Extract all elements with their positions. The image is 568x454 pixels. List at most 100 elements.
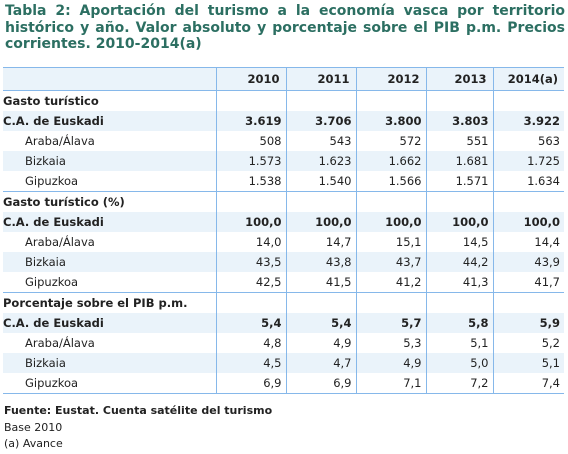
column-header: 2011 — [285, 67, 356, 91]
value-cell: 3.800 — [355, 111, 426, 131]
row-label: Gipuzkoa — [3, 373, 216, 394]
value-cell: 563 — [492, 131, 564, 151]
value-cell: 14,5 — [425, 232, 493, 252]
value-cell: 1.725 — [492, 151, 564, 171]
value-cell: 1.681 — [425, 151, 493, 171]
section-heading-row: Gasto turístico (%) — [3, 191, 564, 212]
value-cell: 5,4 — [215, 313, 286, 333]
value-cell: 43,9 — [492, 252, 564, 272]
value-cell: 5,4 — [285, 313, 356, 333]
value-cell: 5,7 — [355, 313, 426, 333]
value-cell: 42,5 — [215, 272, 286, 293]
row-label: Gipuzkoa — [3, 171, 216, 192]
column-header: 2010 — [215, 67, 286, 91]
total-row: C.A. de Euskadi 5,4 5,4 5,7 5,8 5,9 — [3, 313, 564, 333]
value-cell: 44,2 — [425, 252, 493, 272]
value-cell: 4,9 — [355, 353, 426, 373]
value-cell: 3.803 — [425, 111, 493, 131]
table-body: Gasto turístico C.A. de Euskadi 3.619 3.706… — [3, 90, 564, 394]
table-row: Bizkaia 43,5 43,8 43,7 44,2 43,9 — [3, 252, 564, 272]
value-cell: 5,1 — [492, 353, 564, 373]
source-note: Fuente: Eustat. Cuenta satélite del turi… — [4, 404, 273, 417]
row-label: Bizkaia — [3, 252, 216, 272]
row-label: C.A. de Euskadi — [3, 111, 216, 131]
row-label: C.A. de Euskadi — [3, 212, 216, 232]
value-cell: 14,0 — [215, 232, 286, 252]
value-cell: 4,5 — [215, 353, 286, 373]
empty-cell — [215, 292, 286, 313]
value-cell: 6,9 — [285, 373, 356, 394]
empty-cell — [215, 90, 286, 111]
value-cell: 508 — [215, 131, 286, 151]
total-row: C.A. de Euskadi 3.619 3.706 3.800 3.803 3.922 — [3, 111, 564, 131]
total-row: C.A. de Euskadi 100,0 100,0 100,0 100,0 100,0 — [3, 212, 564, 232]
table-row: Gipuzkoa 1.538 1.540 1.566 1.571 1.634 — [3, 171, 564, 192]
value-cell: 5,1 — [425, 333, 493, 353]
table-title: Tabla 2: Aportación del turismo a la eco… — [5, 3, 565, 52]
section-heading: Porcentaje sobre el PIB p.m. — [3, 296, 188, 310]
column-header: 2012 — [355, 67, 426, 91]
section-heading: Gasto turístico — [3, 94, 99, 108]
value-cell: 7,2 — [425, 373, 493, 394]
value-cell: 41,3 — [425, 272, 493, 293]
row-label: Gipuzkoa — [3, 272, 216, 293]
empty-cell — [355, 292, 426, 313]
table-row: Bizkaia 1.573 1.623 1.662 1.681 1.725 — [3, 151, 564, 171]
empty-cell — [215, 191, 286, 212]
value-cell: 41,7 — [492, 272, 564, 293]
table-row: Gipuzkoa 6,9 6,9 7,1 7,2 7,4 — [3, 373, 564, 394]
value-cell: 100,0 — [355, 212, 426, 232]
value-cell: 43,5 — [215, 252, 286, 272]
value-cell: 1.540 — [285, 171, 356, 192]
empty-cell — [492, 292, 564, 313]
table-row: Araba/Álava 4,8 4,9 5,3 5,1 5,2 — [3, 333, 564, 353]
value-cell: 14,7 — [285, 232, 356, 252]
value-cell: 4,9 — [285, 333, 356, 353]
advance-note: (a) Avance — [4, 437, 63, 450]
table-row: Gipuzkoa 42,5 41,5 41,2 41,3 41,7 — [3, 272, 564, 293]
value-cell: 7,4 — [492, 373, 564, 394]
table-row: Araba/Álava 508 543 572 551 563 — [3, 131, 564, 151]
row-label: Bizkaia — [3, 151, 216, 171]
value-cell: 4,8 — [215, 333, 286, 353]
value-cell: 3.706 — [285, 111, 356, 131]
value-cell: 543 — [285, 131, 356, 151]
value-cell: 100,0 — [215, 212, 286, 232]
value-cell: 1.662 — [355, 151, 426, 171]
row-label: Araba/Álava — [25, 134, 95, 148]
header-empty-cell — [3, 67, 216, 91]
value-cell: 5,0 — [425, 353, 493, 373]
value-cell: 551 — [425, 131, 493, 151]
value-cell: 5,9 — [492, 313, 564, 333]
value-cell: 1.571 — [425, 171, 493, 192]
row-label: Araba/Álava — [25, 336, 95, 350]
section-heading-row: Gasto turístico — [3, 90, 564, 111]
empty-cell — [355, 90, 426, 111]
row-label: Araba/Álava — [25, 235, 95, 249]
value-cell: 7,1 — [355, 373, 426, 394]
value-cell: 6,9 — [215, 373, 286, 394]
value-cell: 5,3 — [355, 333, 426, 353]
empty-cell — [355, 191, 426, 212]
column-header: 2014(a) — [492, 67, 564, 91]
value-cell: 1.623 — [285, 151, 356, 171]
row-label: C.A. de Euskadi — [3, 313, 216, 333]
empty-cell — [425, 292, 493, 313]
section-heading-row: Porcentaje sobre el PIB p.m. — [3, 292, 564, 313]
value-cell: 43,8 — [285, 252, 356, 272]
empty-cell — [492, 191, 564, 212]
value-cell: 41,2 — [355, 272, 426, 293]
table-row: Araba/Álava 14,0 14,7 15,1 14,5 14,4 — [3, 232, 564, 252]
value-cell: 4,7 — [285, 353, 356, 373]
value-cell: 5,8 — [425, 313, 493, 333]
value-cell: 3.922 — [492, 111, 564, 131]
header-row: 2010 2011 2012 2013 2014(a) — [3, 67, 564, 91]
value-cell: 5,2 — [492, 333, 564, 353]
empty-cell — [425, 90, 493, 111]
empty-cell — [492, 90, 564, 111]
value-cell: 1.573 — [215, 151, 286, 171]
value-cell: 100,0 — [492, 212, 564, 232]
empty-cell — [285, 90, 356, 111]
value-cell: 100,0 — [285, 212, 356, 232]
